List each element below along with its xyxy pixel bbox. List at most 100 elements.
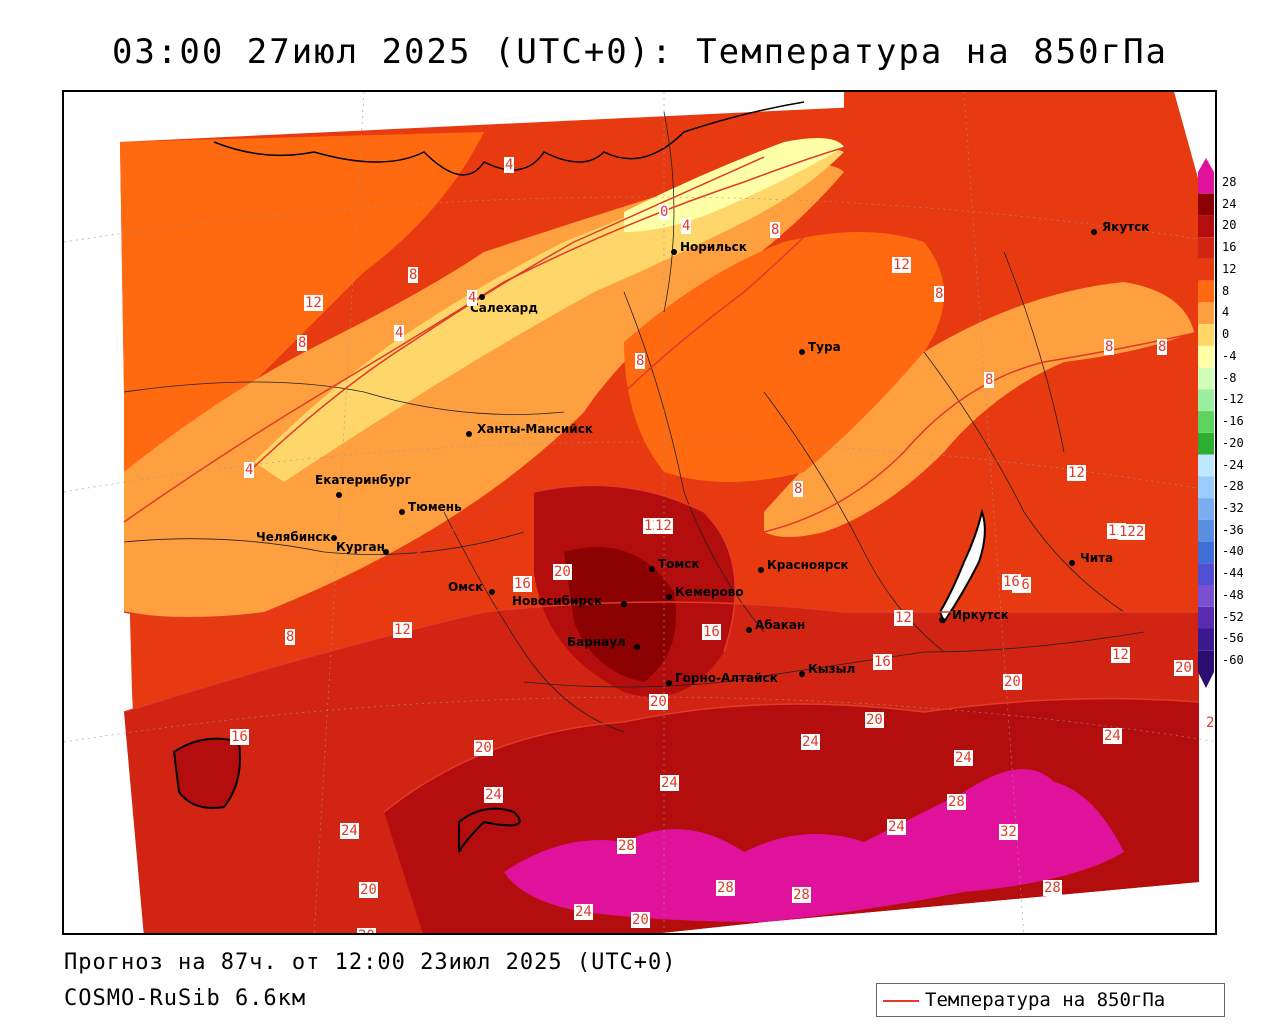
colorbar-swatch: [1198, 432, 1214, 455]
contour-label: 122: [1118, 524, 1146, 540]
colorbar-swatch: [1198, 498, 1214, 520]
colorbar-tick-label: -8: [1222, 370, 1237, 385]
contour-label: 24: [484, 787, 503, 803]
city-label: Якутск: [1102, 220, 1150, 234]
lake-balkhash: [458, 807, 521, 853]
contour-label: 20: [357, 928, 376, 933]
contour-label: 24: [954, 750, 973, 766]
contour-label: 20: [359, 882, 378, 898]
contour-label: 20: [865, 712, 884, 728]
colorbar-swatch: [1198, 628, 1214, 651]
city-dot: [1091, 229, 1097, 235]
city-label: Тюмень: [408, 500, 462, 514]
city-dot: [489, 589, 495, 595]
map-area[interactable]: Якутск Норильск Салехард Тура Ханты-Мансийск…: [62, 90, 1217, 935]
contour-label: 4: [467, 290, 478, 306]
colorbar-swatch: [1198, 193, 1214, 216]
contour-label: 8: [285, 629, 296, 645]
contour-label: 24: [887, 819, 906, 835]
contour-label: 20: [649, 694, 668, 710]
band-12-central: [624, 232, 944, 482]
contour-label: 8: [934, 286, 945, 302]
colorbar-swatch: [1198, 454, 1214, 477]
contour-label: 20: [1003, 674, 1022, 690]
city-dot: [336, 492, 342, 498]
city-label: Норильск: [680, 240, 747, 254]
city-label: Новосибирск: [512, 594, 603, 608]
city-label: Тура: [808, 340, 841, 354]
contour-label: 4: [394, 325, 405, 341]
colorbar-swatch: [1198, 345, 1214, 368]
contour-label: 20: [474, 740, 493, 756]
colorbar-tick-label: -44: [1222, 566, 1244, 581]
band-8-east: [764, 282, 1194, 537]
band-4-ridge: [254, 148, 844, 482]
band-24-core: [564, 547, 676, 682]
city-dot: [746, 627, 752, 633]
lake-baikal: [938, 508, 986, 625]
contour-label: 12: [1111, 647, 1130, 663]
colorbar-tick-label: 4: [1222, 305, 1230, 320]
city-label: Абакан: [755, 618, 806, 632]
city-dot: [666, 680, 672, 686]
colorbar-tick-label: -40: [1222, 544, 1244, 559]
colorbar-tick-label: -56: [1222, 631, 1244, 646]
city-label: Чита: [1080, 551, 1114, 565]
contour-label: 20: [1205, 715, 1215, 731]
colorbar-swatch: [1198, 215, 1214, 238]
city-label: Красноярск: [767, 558, 849, 572]
contour-label: 12: [894, 610, 913, 626]
model-name: COSMO-RuSib 6.6км: [64, 986, 307, 1011]
contour-label: 4: [504, 157, 515, 173]
colorbar-swatch: [1198, 519, 1214, 542]
contour-label: 12: [892, 257, 911, 273]
contour-label: 20: [631, 912, 650, 928]
city-label: Ханты-Мансийск: [477, 422, 593, 436]
contour-label: 28: [792, 887, 811, 903]
contour-label: 24: [1103, 728, 1122, 744]
colorbar-tick-label: -28: [1222, 479, 1244, 494]
colorbar-swatch: [1198, 606, 1214, 629]
contour-label: 28: [1043, 880, 1062, 896]
city-dot: [799, 349, 805, 355]
colorbar-tick-label: 0: [1222, 327, 1230, 341]
colorbar-tick-label: -20: [1222, 435, 1244, 450]
contour-label: 8: [793, 481, 804, 497]
colorbar-tick-label: 24: [1222, 196, 1237, 211]
city-label: Кемерово: [675, 585, 744, 599]
contour-label: 24: [340, 823, 359, 839]
colorbar-tick-label: -60: [1222, 653, 1244, 668]
city-label: Омск: [448, 580, 484, 594]
contour-label: 20: [1174, 660, 1193, 676]
city-dot: [1069, 560, 1075, 566]
colorbar-top-arrow: [1198, 158, 1214, 172]
city-label: Курган: [336, 540, 385, 554]
colorbar-tick-label: -32: [1222, 501, 1244, 515]
colorbar-swatch: [1198, 324, 1214, 346]
colorbar-tick-label: -12: [1222, 392, 1244, 407]
legend-label: Температура на 850гПа: [925, 989, 1166, 1011]
colorbar-swatch: [1198, 563, 1214, 585]
city-label: Томск: [658, 557, 700, 571]
colorbar-swatch: [1198, 367, 1214, 390]
colorbar-swatch: [1198, 585, 1214, 607]
city-label: Кызыл: [808, 662, 856, 676]
contour-label: 8: [984, 372, 995, 388]
contour-label: 8: [770, 222, 781, 238]
contour-label: 16: [1002, 574, 1021, 590]
colorbar-swatch: [1198, 411, 1214, 433]
colorbar-tick-label: -16: [1222, 414, 1244, 428]
colorbar-tick-label: 8: [1222, 283, 1230, 298]
contour-label: 24: [660, 775, 679, 791]
band-28-a: [504, 769, 1124, 922]
city-dot: [331, 535, 337, 541]
city-label: Барнаул: [567, 635, 626, 649]
city-dot: [621, 601, 627, 607]
colorbar-swatch: [1198, 302, 1214, 325]
contour-label: 16: [513, 576, 532, 592]
contour-label: 4: [244, 462, 255, 478]
colorbar-swatch: [1198, 650, 1214, 672]
city-dot: [634, 644, 640, 650]
contour-label: 8: [1157, 339, 1168, 355]
contour-label: 28: [947, 794, 966, 810]
